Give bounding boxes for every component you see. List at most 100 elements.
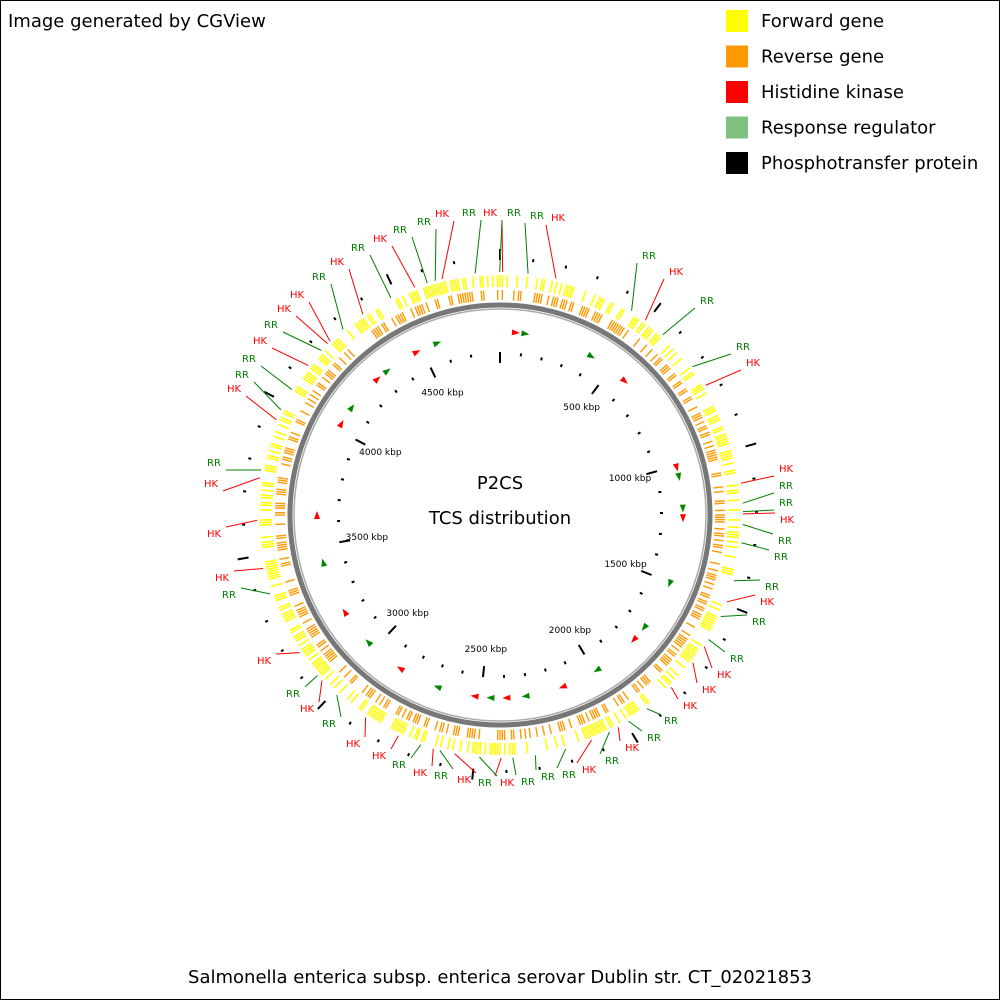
forward-gene xyxy=(295,634,307,643)
reverse-gene xyxy=(714,527,725,530)
reverse-gene xyxy=(552,296,557,307)
inner-tick xyxy=(394,389,398,394)
forward-gene xyxy=(726,535,740,539)
reverse-gene xyxy=(471,728,474,739)
tcs-marker xyxy=(521,692,530,699)
forward-gene xyxy=(333,341,343,351)
forward-gene xyxy=(464,277,468,290)
reverse-gene xyxy=(304,401,315,409)
tcs-marker xyxy=(668,578,674,588)
forward-gene xyxy=(471,741,475,754)
reverse-gene xyxy=(662,654,671,663)
reverse-gene xyxy=(276,541,287,544)
reverse-gene xyxy=(677,387,687,395)
leader-line xyxy=(253,381,282,411)
forward-gene xyxy=(305,648,317,657)
forward-gene xyxy=(637,323,646,334)
reverse-gene xyxy=(654,358,663,367)
tcs-marker xyxy=(631,634,639,643)
forward-gene xyxy=(525,741,529,754)
reverse-gene xyxy=(563,300,568,311)
reverse-gene xyxy=(374,327,382,337)
forward-gene xyxy=(321,666,332,677)
forward-gene xyxy=(413,290,420,303)
reverse-gene xyxy=(277,547,288,551)
forward-gene xyxy=(446,737,452,750)
forward-gene xyxy=(399,721,406,734)
gene-label: RR xyxy=(562,770,576,781)
forward-gene xyxy=(264,559,277,564)
leader-line xyxy=(295,315,328,345)
forward-gene xyxy=(623,705,632,717)
reverse-gene xyxy=(639,677,648,686)
reverse-gene xyxy=(535,726,539,737)
forward-gene xyxy=(422,287,429,300)
forward-gene xyxy=(268,575,281,581)
gene-label: HK xyxy=(683,701,698,712)
leader-line xyxy=(431,748,434,767)
reverse-gene xyxy=(374,693,382,703)
inner-tick xyxy=(646,470,658,476)
reverse-gene xyxy=(674,638,684,646)
reverse-gene xyxy=(326,371,335,379)
forward-gene xyxy=(295,387,307,396)
gene-label: RR xyxy=(392,760,406,771)
tcs-marker xyxy=(347,404,355,413)
gene-label: RR xyxy=(605,756,619,767)
reverse-gene xyxy=(606,319,614,330)
forward-gene xyxy=(377,710,385,722)
reverse-gene xyxy=(699,431,710,437)
reverse-gene xyxy=(693,416,703,423)
gene-label: HK xyxy=(717,670,732,681)
tcs-marker xyxy=(593,665,602,673)
reverse-gene xyxy=(588,710,595,720)
gene-label: RR xyxy=(778,536,792,547)
reverse-gene xyxy=(390,317,398,327)
tcs-marker xyxy=(619,376,628,384)
tcs-marker xyxy=(342,608,350,617)
reverse-gene xyxy=(512,729,515,740)
tcs-marker xyxy=(641,622,650,631)
reverse-gene xyxy=(622,691,629,701)
outer-tick xyxy=(682,691,687,695)
forward-gene xyxy=(437,282,442,295)
reverse-gene xyxy=(672,380,682,388)
reverse-gene xyxy=(288,587,298,592)
forward-gene xyxy=(275,595,288,602)
forward-gene xyxy=(368,705,377,717)
tick-label: 2500 kbp xyxy=(465,645,508,655)
reverse-gene xyxy=(612,323,620,333)
reverse-gene xyxy=(668,374,677,383)
forward-gene xyxy=(587,724,594,737)
forward-gene xyxy=(708,604,721,612)
reverse-gene xyxy=(412,712,418,723)
map-subtitle: TCS distribution xyxy=(428,508,571,529)
leader-line xyxy=(742,512,776,515)
reverse-gene xyxy=(380,323,388,333)
forward-gene xyxy=(266,568,279,574)
forward-gene xyxy=(727,530,740,534)
leader-line xyxy=(631,262,638,311)
gene-label: RR xyxy=(642,251,656,262)
reverse-gene xyxy=(711,474,722,478)
legend-label: Forward gene xyxy=(761,11,884,32)
reverse-gene xyxy=(561,299,566,310)
forward-gene xyxy=(466,740,470,753)
forward-gene xyxy=(715,437,728,444)
forward-gene xyxy=(682,650,694,659)
leader-line xyxy=(499,219,503,273)
reverse-gene xyxy=(405,710,412,720)
forward-gene xyxy=(660,675,671,686)
leader-line xyxy=(260,365,293,390)
leader-line xyxy=(330,283,344,330)
forward-gene xyxy=(701,619,714,627)
reverse-gene xyxy=(480,290,483,301)
forward-gene xyxy=(569,286,575,299)
reverse-gene xyxy=(288,589,299,595)
reverse-gene xyxy=(324,372,334,381)
leader-line xyxy=(233,567,264,572)
reverse-gene xyxy=(576,715,582,726)
outer-tick xyxy=(439,762,442,767)
forward-gene xyxy=(679,367,691,376)
outer-tick xyxy=(288,366,292,370)
